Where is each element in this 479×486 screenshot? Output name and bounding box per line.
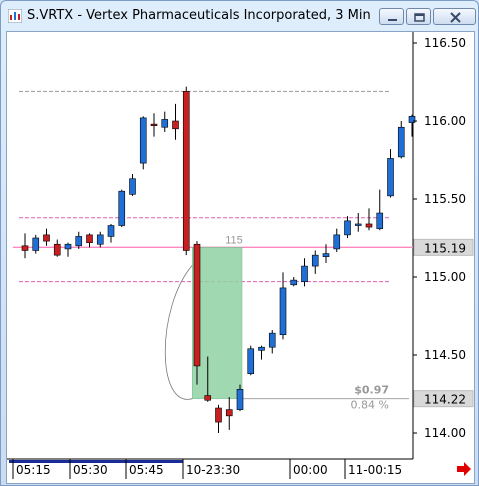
candle-body — [193, 243, 201, 367]
candle-body — [247, 348, 255, 375]
candle-body — [172, 120, 179, 130]
last-price-marker-box — [413, 238, 474, 256]
restore-button[interactable] — [406, 8, 431, 25]
chart-area[interactable]: 115 $0.97 0.84 % 116.50 116.00 115.50 115.00 11… — [6, 31, 475, 484]
title-bar[interactable]: S.VRTX - Vertex Pharmaceuticals Incorpor… — [1, 1, 478, 31]
candle-body — [204, 395, 212, 401]
measure-percent-label: 0.84 % — [351, 399, 389, 412]
measure-change-label: $0.97 — [354, 384, 389, 397]
restore-icon — [414, 13, 425, 22]
candle-body — [322, 253, 330, 258]
y-tick-label: 115.50 — [424, 192, 466, 206]
candle-body — [161, 119, 169, 128]
last-price-marker: 115.19 — [424, 241, 466, 255]
x-axis-scroll-highlight — [9, 460, 183, 463]
x-tick-label: 00:00 — [293, 463, 328, 477]
y-tick-label: 116.50 — [424, 36, 466, 50]
candle-body — [75, 236, 83, 247]
candle-body — [290, 279, 298, 286]
candle-body — [215, 407, 222, 423]
scroll-right-arrow-icon[interactable] — [456, 462, 472, 476]
candle-body — [150, 123, 158, 126]
candle-body — [268, 332, 276, 348]
minimize-icon — [388, 19, 397, 21]
candle-body — [354, 223, 362, 226]
app-icon — [8, 9, 22, 23]
candle-body — [129, 178, 136, 195]
candle-body — [53, 243, 61, 256]
candle-body — [311, 254, 319, 267]
candle-body — [182, 91, 190, 251]
candle-body — [258, 346, 265, 351]
measure-box[interactable] — [192, 247, 243, 399]
candle-body — [387, 158, 394, 197]
candle-body — [397, 126, 405, 158]
close-button[interactable] — [433, 8, 476, 25]
y-tick-label: 115.00 — [424, 270, 466, 284]
candle-body — [279, 287, 287, 336]
candle-body — [365, 223, 373, 228]
y-tick-label: 114.00 — [424, 426, 466, 440]
close-icon — [450, 12, 461, 23]
candle-body — [225, 409, 233, 417]
y-tick-label: 114.50 — [424, 348, 466, 362]
candle-body — [139, 117, 147, 164]
candle-body — [43, 234, 50, 242]
candle-body — [32, 237, 40, 251]
x-tick-label: 05:15 — [16, 463, 51, 477]
measure-arc — [164, 265, 193, 400]
candle-body — [301, 265, 308, 282]
candle-body — [118, 190, 126, 226]
marked-price-marker-box — [413, 390, 474, 408]
x-tick-label: 05:45 — [129, 463, 164, 477]
y-tick-label: 116.00 — [424, 114, 466, 128]
candle-body — [376, 212, 384, 229]
window-title: S.VRTX - Vertex Pharmaceuticals Incorpor… — [27, 8, 371, 23]
candle-body — [236, 389, 244, 410]
candle-body — [333, 234, 341, 250]
measure-top-label: 115 — [225, 234, 243, 246]
candle-body — [21, 245, 29, 251]
x-tick-label: 05:30 — [73, 463, 108, 477]
minimize-button[interactable] — [379, 8, 404, 25]
price-chart[interactable]: 115 $0.97 0.84 % 116.50 116.00 115.50 115.00 11… — [7, 32, 474, 483]
x-tick-label: 10-23:30 — [186, 463, 240, 477]
candle-body — [64, 243, 72, 250]
candle-body — [344, 220, 351, 236]
candle-body — [96, 234, 104, 245]
marked-price-marker: 114.22 — [424, 393, 466, 407]
candle-body — [408, 116, 416, 123]
x-tick-label: 11-00:15 — [348, 463, 402, 477]
candle-body — [107, 225, 115, 237]
candle-body — [86, 234, 93, 243]
